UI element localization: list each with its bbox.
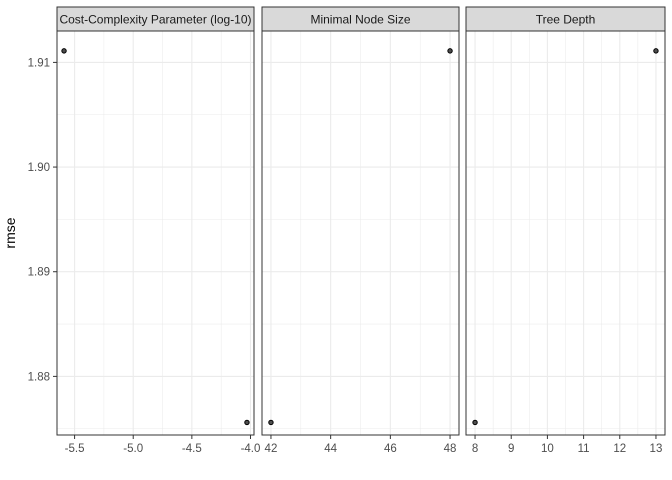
x-tick-label: 8 (472, 443, 478, 455)
facet-strip (465, 6, 666, 32)
panel-background (57, 31, 254, 435)
x-tick-label: 48 (444, 443, 457, 455)
facet-strip-label: Tree Depth (536, 13, 596, 27)
y-tick-label: 1.89 (28, 267, 50, 279)
y-axis-title: rmse (2, 217, 18, 248)
y-tick-label: 1.91 (28, 57, 50, 69)
data-point (61, 48, 67, 54)
data-point (472, 419, 478, 426)
y-tick-label: 1.88 (28, 371, 50, 383)
data-point (653, 48, 659, 54)
x-tick-label: 9 (508, 443, 514, 455)
facet-panel-2: Minimal Node Size 42 44 46 48 (261, 6, 460, 455)
data-point (244, 419, 250, 426)
x-tick-label: 12 (613, 443, 626, 455)
facet-panel-3: Tree Depth 8 9 10 11 12 13 (465, 6, 666, 455)
x-tick-label: 11 (578, 443, 590, 455)
x-tick-label: 44 (324, 443, 337, 455)
y-tick-label: 1.90 (28, 162, 50, 174)
data-point (447, 48, 453, 54)
facet-strip-label: Cost-Complexity Parameter (log-10) (59, 13, 251, 27)
x-tick-label: 13 (650, 443, 663, 455)
facet-strip-label: Minimal Node Size (310, 13, 410, 27)
facet-panel-1: Cost-Complexity Parameter (log-10) -5.5 -5… (56, 6, 261, 455)
x-tick-label: -4.5 (182, 443, 202, 455)
facet-strip (56, 6, 255, 32)
x-tick-label: -5.5 (65, 443, 85, 455)
data-point (268, 419, 274, 426)
x-tick-label: -5.0 (123, 443, 143, 455)
x-tick-label: -4.0 (241, 443, 261, 455)
x-tick-label: 42 (265, 443, 278, 455)
facet-strip (261, 6, 460, 32)
x-tick-label: 10 (541, 443, 554, 455)
x-tick-label: 46 (384, 443, 397, 455)
